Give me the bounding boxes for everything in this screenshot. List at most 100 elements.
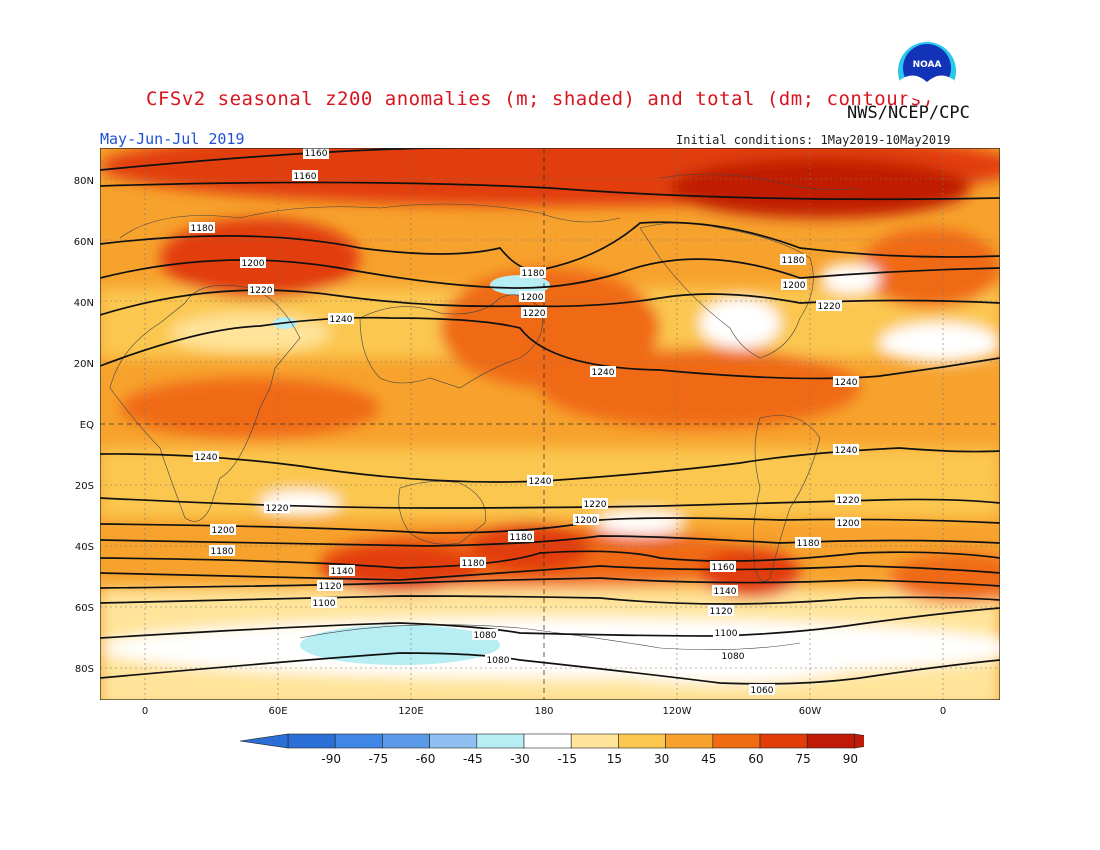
colorbar-swatch (712, 733, 761, 749)
svg-text:1180: 1180 (462, 559, 485, 569)
contour-label: 1080 (720, 650, 746, 662)
contour-label: 1220 (521, 307, 547, 319)
svg-text:1180: 1180 (797, 539, 820, 549)
svg-text:1200: 1200 (783, 281, 806, 291)
contour-label: 1220 (582, 498, 608, 510)
svg-text:1200: 1200 (212, 526, 235, 536)
svg-text:1220: 1220 (523, 309, 546, 319)
colorbar-label: 45 (701, 752, 716, 766)
svg-text:1160: 1160 (294, 172, 317, 182)
svg-text:1080: 1080 (722, 652, 745, 662)
contour-label: 1120 (708, 605, 734, 617)
svg-text:1080: 1080 (487, 656, 510, 666)
colorbar-label: 30 (654, 752, 669, 766)
contour-label: 1180 (189, 222, 215, 234)
contour-label: 1200 (781, 279, 807, 291)
contour-label: 1200 (519, 291, 545, 303)
svg-text:1080: 1080 (474, 631, 497, 641)
svg-text:1180: 1180 (782, 256, 805, 266)
lon-label: 180 (534, 706, 553, 717)
colorbar-label: 75 (796, 752, 811, 766)
contour-label: 1160 (710, 561, 736, 573)
colorbar-swatch (476, 733, 525, 749)
colorbar-label: -75 (369, 752, 389, 766)
agency-label: NWS/NCEP/CPC (847, 103, 970, 123)
svg-text:1240: 1240 (835, 378, 858, 388)
colorbar-swatch (334, 733, 383, 749)
svg-text:1180: 1180 (191, 224, 214, 234)
svg-text:1200: 1200 (575, 516, 598, 526)
svg-text:1140: 1140 (714, 587, 737, 597)
lat-label: 40N (74, 298, 94, 309)
contour-label: 1240 (328, 313, 354, 325)
lat-label: 60N (74, 237, 94, 248)
colorbar-swatch (570, 733, 619, 749)
lat-label: EQ (80, 420, 94, 431)
svg-text:1240: 1240 (835, 446, 858, 456)
colorbar-high-arrow (854, 733, 864, 749)
contour-label: 1100 (311, 597, 337, 609)
svg-text:1220: 1220 (584, 500, 607, 510)
svg-text:1120: 1120 (710, 607, 733, 617)
svg-text:1180: 1180 (510, 533, 533, 543)
colorbar-label: 15 (607, 752, 622, 766)
svg-text:1220: 1220 (818, 302, 841, 312)
lat-label: 80S (75, 664, 94, 675)
colorbar-low-arrow (239, 733, 289, 749)
colorbar-swatch (287, 733, 336, 749)
colorbar-label: 60 (748, 752, 763, 766)
map-title: CFSv2 seasonal z200 anomalies (m; shaded… (146, 88, 934, 110)
contour-label: 1240 (193, 451, 219, 463)
lat-label: 60S (75, 603, 94, 614)
contour-label: 1180 (209, 545, 235, 557)
contour-label: 1100 (713, 627, 739, 639)
lat-label: 20N (74, 359, 94, 370)
svg-text:1200: 1200 (521, 293, 544, 303)
contour-label: 1120 (317, 580, 343, 592)
svg-text:1100: 1100 (313, 599, 336, 609)
svg-text:1060: 1060 (751, 686, 774, 696)
svg-text:1240: 1240 (592, 368, 615, 378)
contour-label: 1140 (329, 565, 355, 577)
svg-text:1240: 1240 (330, 315, 353, 325)
contour-label: 1060 (749, 684, 775, 696)
latitude-axis: 80N 60N 40N 20N EQ 20S 40S 60S 80S (74, 176, 94, 675)
lat-label: 20S (75, 481, 94, 492)
lon-label: 120W (663, 706, 692, 717)
svg-text:1240: 1240 (529, 477, 552, 487)
lon-label: 0 (142, 706, 148, 717)
svg-text:1160: 1160 (712, 563, 735, 573)
contour-label: 1220 (264, 502, 290, 514)
contour-label: 1240 (527, 475, 553, 487)
contour-label: 1240 (833, 376, 859, 388)
svg-text:1120: 1120 (319, 582, 342, 592)
contour-label: 1180 (795, 537, 821, 549)
contour-label: 1080 (485, 654, 511, 666)
svg-text:1140: 1140 (331, 567, 354, 577)
contour-label: 1160 (292, 170, 318, 182)
contour-label: 1180 (520, 267, 546, 279)
lon-label: 60E (268, 706, 287, 717)
contour-label: 1220 (248, 284, 274, 296)
contour-label: 1200 (573, 514, 599, 526)
svg-text:1180: 1180 (211, 547, 234, 557)
lon-label: 60W (799, 706, 822, 717)
colorbar-label: -15 (557, 752, 577, 766)
lat-label: 40S (75, 542, 94, 553)
noaa-logo: NOAA (898, 42, 956, 101)
contour-label: 1160 (303, 148, 329, 159)
colorbar-label: -60 (416, 752, 436, 766)
colorbar-swatch (618, 733, 666, 749)
colorbar: -90 -75 -60 -45 -30 -15 15 30 45 60 75 90 (239, 733, 864, 766)
contour-label: 1200 (835, 517, 861, 529)
contour-label: 1180 (780, 254, 806, 266)
svg-text:NOAA: NOAA (913, 60, 942, 70)
colorbar-swatch (806, 733, 855, 749)
svg-text:1220: 1220 (837, 496, 860, 506)
colorbar-label: -30 (510, 752, 530, 766)
colorbar-label: -45 (463, 752, 483, 766)
contour-label: 1200 (240, 257, 266, 269)
longitude-axis: 0 60E 120E 180 120W 60W 0 (142, 706, 946, 717)
colorbar-label: -90 (321, 752, 341, 766)
forecast-period: May-Jun-Jul 2019 (100, 130, 245, 148)
